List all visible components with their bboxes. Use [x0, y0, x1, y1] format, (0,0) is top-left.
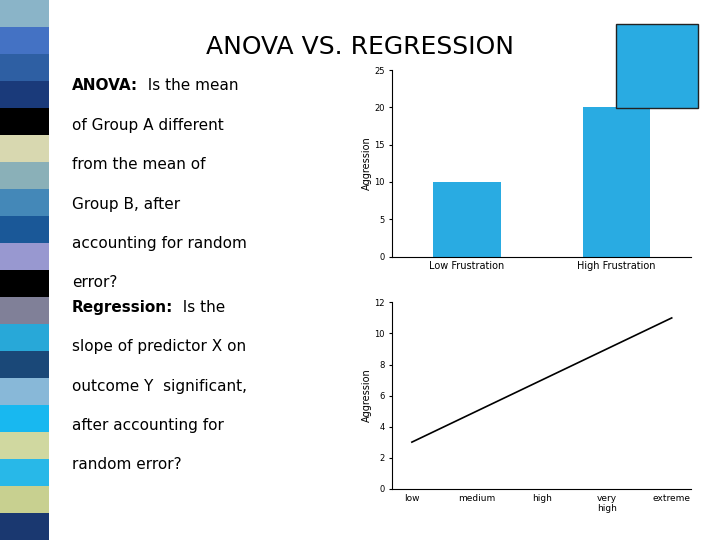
Bar — [583, 107, 650, 256]
Text: slope of predictor X on: slope of predictor X on — [72, 339, 246, 354]
Bar — [433, 182, 500, 256]
Y-axis label: Aggression: Aggression — [361, 137, 372, 190]
Text: Group B, after: Group B, after — [72, 197, 180, 212]
Text: random error?: random error? — [72, 457, 181, 472]
Text: error?: error? — [72, 275, 117, 291]
Text: ANOVA VS. REGRESSION: ANOVA VS. REGRESSION — [206, 35, 514, 59]
Text: outcome Y  significant,: outcome Y significant, — [72, 379, 247, 394]
Text: Is the mean: Is the mean — [138, 78, 238, 93]
Text: after accounting for: after accounting for — [72, 418, 224, 433]
Text: from the mean of: from the mean of — [72, 157, 205, 172]
Text: Regression:: Regression: — [72, 300, 174, 315]
Y-axis label: Aggression: Aggression — [361, 369, 372, 422]
Text: Is the: Is the — [174, 300, 225, 315]
Text: ANOVA:: ANOVA: — [72, 78, 138, 93]
Text: accounting for random: accounting for random — [72, 236, 247, 251]
Text: of Group A different: of Group A different — [72, 118, 224, 133]
